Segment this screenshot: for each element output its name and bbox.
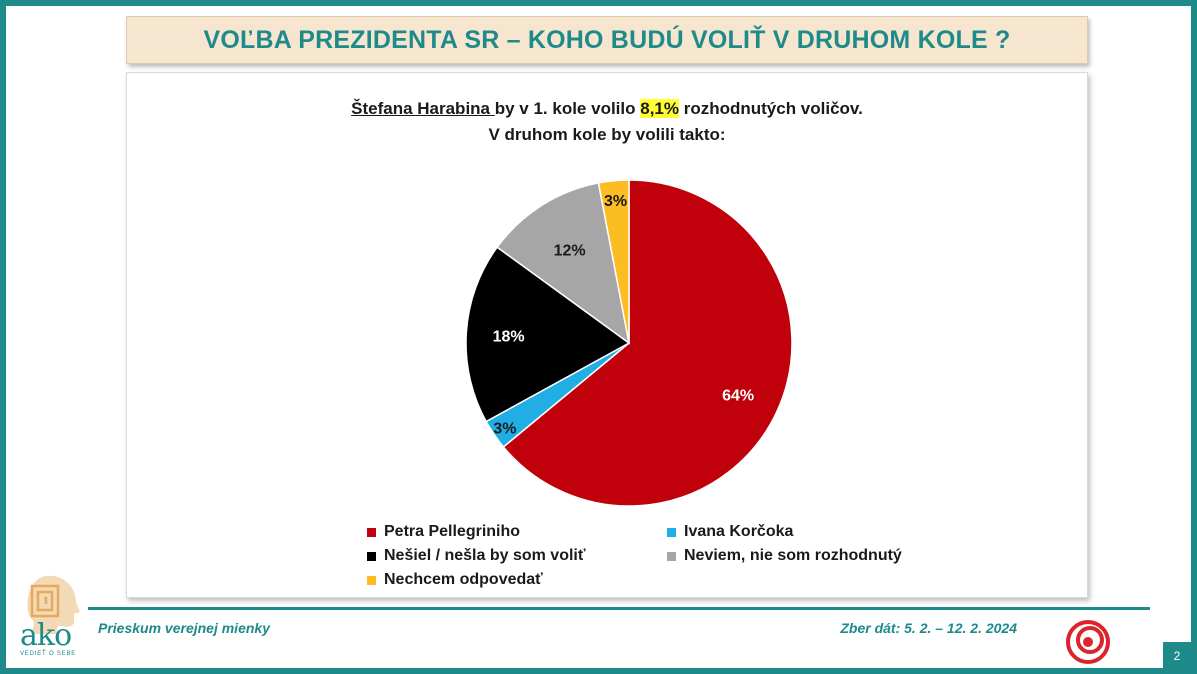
legend-item-4: Neviem, nie som rozhodnutý xyxy=(667,547,902,565)
pie-chart: 64% 3% 18% 12% 3% xyxy=(465,179,793,507)
legend-item-1: Petra Pellegriniho xyxy=(367,523,520,541)
legend-item-2: Ivana Korčoka xyxy=(667,523,793,541)
legend-swatch xyxy=(367,575,376,585)
red-spiral-logo-icon xyxy=(1066,620,1110,664)
pie-data-label-2: 3% xyxy=(493,420,516,437)
chart-subtitle-line1: Štefana Harabina by v 1. kole volilo 8,1… xyxy=(127,99,1087,119)
chart-subtitle-line2: V druhom kole by volili takto: xyxy=(488,125,726,144)
subtitle-text-a: by v 1. kole volilo xyxy=(494,99,641,118)
legend-label: Nešiel / nešla by som voliť xyxy=(384,547,586,564)
legend-swatch xyxy=(667,551,676,561)
pie-data-label-5: 3% xyxy=(604,193,627,210)
footer-divider xyxy=(88,607,1150,610)
legend-label: Nechcem odpovedať xyxy=(384,571,543,588)
subtitle-highlight: 8,1% xyxy=(640,99,679,118)
pie-slice-1 xyxy=(502,179,793,507)
footer-survey-label: Prieskum verejnej mienky xyxy=(98,620,270,636)
footer-date-range: Zber dát: 5. 2. – 12. 2. 2024 xyxy=(840,620,1017,636)
ako-wordmark: ako xyxy=(20,618,72,653)
pie-slice-4 xyxy=(496,182,631,345)
page-number: 2 xyxy=(1163,642,1191,670)
legend-item-5: Nechcem odpovedať xyxy=(367,571,543,589)
slide: VOĽBA PREZIDENTA SR – KOHO BUDÚ VOLIŤ V … xyxy=(6,6,1191,668)
pie-data-label-1: 64% xyxy=(722,387,754,404)
legend-swatch xyxy=(367,527,376,537)
legend-item-3: Nešiel / nešla by som voliť xyxy=(367,547,586,565)
ako-tagline: VEDIEŤ O SEBE xyxy=(20,651,77,657)
chart-legend: Petra Pellegriniho Ivana Korčoka Nešiel / … xyxy=(367,523,967,593)
pie-data-label-4: 12% xyxy=(554,242,586,259)
legend-label: Ivana Korčoka xyxy=(684,523,794,540)
legend-label: Neviem, nie som rozhodnutý xyxy=(684,547,902,564)
slide-title: VOĽBA PREZIDENTA SR – KOHO BUDÚ VOLIŤ V … xyxy=(203,25,1011,54)
legend-swatch xyxy=(367,551,376,561)
pie-data-label-3: 18% xyxy=(493,328,525,345)
pie-slice-5 xyxy=(597,179,630,344)
chart-panel: Štefana Harabina by v 1. kole volilo 8,1… xyxy=(126,72,1088,598)
legend-label: Petra Pellegriniho xyxy=(384,523,521,540)
pie-slice-3 xyxy=(465,246,631,423)
title-banner: VOĽBA PREZIDENTA SR – KOHO BUDÚ VOLIŤ V … xyxy=(126,16,1088,64)
legend-swatch xyxy=(667,527,676,537)
candidate-name: Štefana Harabina xyxy=(351,99,495,118)
subtitle-text-b: rozhodnutých voličov. xyxy=(678,99,863,118)
ako-head-meander-icon xyxy=(27,575,80,634)
